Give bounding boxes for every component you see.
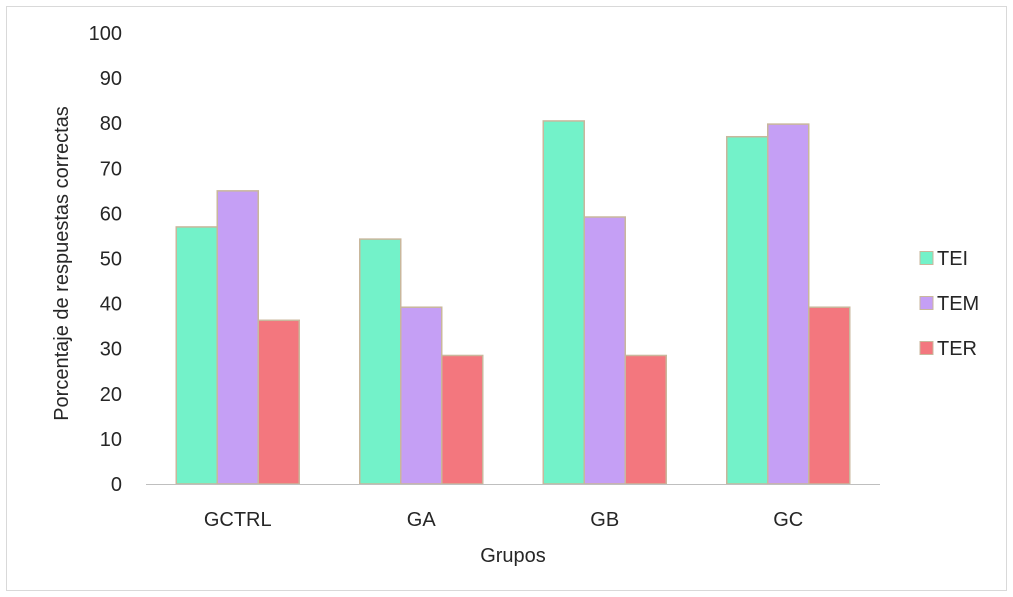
legend-label-tei: TEI [937,248,968,270]
y-tick-label: 70 [100,158,122,180]
y-tick-label: 30 [100,339,122,361]
bar-tem-gb [583,216,626,485]
bar-ter-ga [441,354,484,485]
legend-label-ter: TER [937,338,977,360]
y-tick-label: 10 [100,429,122,451]
y-tick-label: 90 [100,68,122,90]
y-tick-label: 40 [100,294,122,316]
x-tick-label: GCTRL [204,509,272,531]
bar-tei-gb [542,120,585,485]
y-tick-label: 50 [100,249,122,271]
y-tick-label: 80 [100,113,122,135]
chart-frame [6,6,1007,591]
bar-ter-gb [624,354,667,485]
legend-swatch-tem [919,296,934,310]
y-axis-ticks: 0 10 20 30 40 50 60 70 80 90 100 [89,23,122,496]
y-tick-label: 0 [111,474,122,496]
legend-swatch-ter [919,341,934,355]
bar-tem-gc [767,123,810,485]
legend-swatch-tei [919,251,934,265]
y-axis-title: Porcentaje de respuestas correctas [51,106,73,421]
x-tick-label: GC [773,509,803,531]
bar-ter-gctrl [257,319,300,485]
bars [175,120,851,485]
x-tick-label: GA [407,509,437,531]
bar-tem-gctrl [216,190,259,485]
bar-tei-gc [726,135,769,485]
bar-tem-ga [400,306,443,485]
y-tick-label: 60 [100,203,122,225]
y-tick-label: 20 [100,384,122,406]
x-axis-title: Grupos [480,545,546,567]
legend-label-tem: TEM [937,293,979,315]
legend: TEI TEM TER [919,248,979,360]
x-axis-ticks: GCTRL GA GB GC [204,509,803,531]
bar-tei-gctrl [175,226,218,485]
bar-ter-gc [808,306,851,485]
y-tick-label: 100 [89,23,122,45]
bar-tei-ga [359,238,402,485]
x-tick-label: GB [590,509,619,531]
